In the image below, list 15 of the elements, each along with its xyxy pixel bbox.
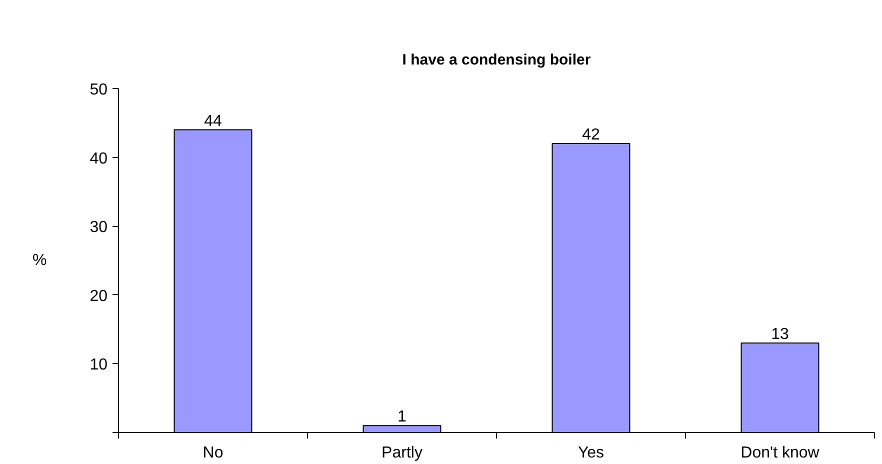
x-tick-label: Yes — [578, 444, 604, 462]
chart-title: I have a condensing boiler — [402, 52, 591, 68]
data-label: 42 — [582, 126, 600, 144]
data-label: 13 — [771, 326, 789, 344]
x-tick-label: Don't know — [740, 444, 820, 462]
y-tick-label: 50 — [90, 82, 108, 98]
x-tick-label: Partly — [382, 444, 422, 462]
y-tick-label: 30 — [90, 219, 108, 236]
y-tick-label: 10 — [90, 356, 108, 374]
x-tick-label: No — [202, 444, 224, 462]
y-tick-label: 20 — [90, 288, 108, 305]
y-tick-label: 40 — [90, 150, 108, 168]
data-label: 1 — [398, 408, 407, 426]
y-axis-title: % — [32, 252, 47, 269]
data-label: 44 — [204, 112, 222, 130]
